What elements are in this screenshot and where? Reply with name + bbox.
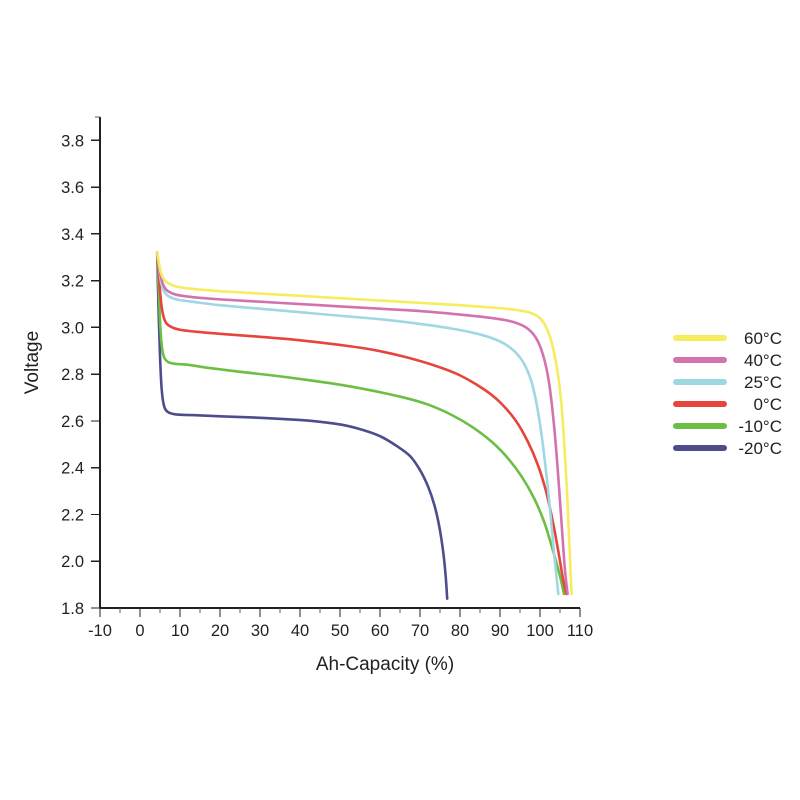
y-axis-tick-label: 2.2 <box>61 506 84 524</box>
legend-label-40C: 40°C <box>744 351 782 370</box>
series-line-0C <box>155 251 568 596</box>
x-axis-tick-label: 90 <box>491 622 509 640</box>
x-axis-tick-label: 20 <box>211 622 229 640</box>
legend-label--20C: -20°C <box>738 439 782 458</box>
x-axis-tick-label: 0 <box>135 622 144 640</box>
x-axis-tick-label: 80 <box>451 622 469 640</box>
y-axis-tick-label: 2.8 <box>61 366 84 384</box>
series-line-60C <box>155 251 573 596</box>
x-axis-tick-label: 50 <box>331 622 349 640</box>
y-axis-tick-label: 3.0 <box>61 319 84 337</box>
y-axis-tick-label: 3.2 <box>61 273 84 291</box>
y-axis-tick-label: 1.8 <box>61 600 84 618</box>
chart-legend: 60°C 40°C 25°C 0°C -10°C -20°C <box>673 329 782 458</box>
x-axis-tick-label: 110 <box>567 622 593 640</box>
series-line--20C <box>155 251 449 600</box>
series-line-40C <box>155 251 569 596</box>
x-axis-tick-label: 100 <box>526 622 554 640</box>
x-axis-title: Ah-Capacity (%) <box>316 654 454 675</box>
legend-label-25C: 25°C <box>744 373 782 392</box>
legend-label-60C: 60°C <box>744 329 782 348</box>
y-axis-title: Voltage <box>22 331 43 394</box>
x-axis-tick-label: 40 <box>291 622 309 640</box>
series-lines <box>155 251 573 600</box>
y-axis-tick-label: 2.4 <box>61 460 84 478</box>
y-axis-tick-label: 2.0 <box>61 553 84 571</box>
y-axis-tick-label: 3.8 <box>61 132 84 150</box>
y-axis-tick-label: 2.6 <box>61 413 84 431</box>
x-axis-tick-label: 60 <box>371 622 389 640</box>
x-axis-tick-label: -10 <box>88 622 112 640</box>
x-axis-tick-label: 30 <box>251 622 269 640</box>
series-line--10C <box>155 251 566 596</box>
legend-label-0C: 0°C <box>753 395 782 414</box>
y-axis-tick-label: 3.4 <box>61 226 84 244</box>
legend-label--10C: -10°C <box>738 417 782 436</box>
series-line-25C <box>155 251 560 596</box>
x-axis-tick-label: 70 <box>411 622 429 640</box>
axis-labels: 1.8 2.0 2.2 2.4 2.6 2.8 3.0 3.2 3.4 3.6 3.8 -10 0 10 2… <box>22 132 593 675</box>
axes <box>91 116 581 617</box>
x-axis-tick-label: 10 <box>171 622 189 640</box>
y-axis-tick-label: 3.6 <box>61 179 84 197</box>
